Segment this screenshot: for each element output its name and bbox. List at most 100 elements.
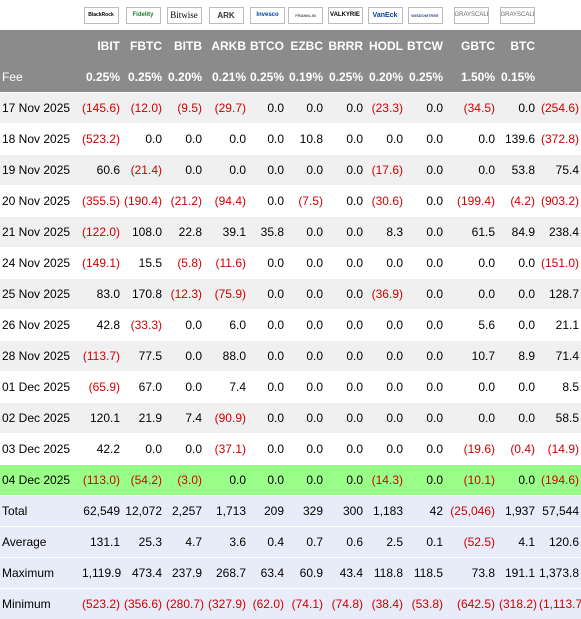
flow-cell: 6.0 (204, 310, 248, 341)
flow-cell: 0.0 (286, 248, 325, 279)
summary-cell: 3.6 (204, 527, 248, 558)
flow-cell: 0.0 (325, 186, 365, 217)
summary-cell: 268.7 (204, 558, 248, 589)
flow-cell: 0.0 (164, 372, 204, 403)
total-column-header: Total (537, 0, 581, 30)
flow-cell: 60.6 (80, 155, 122, 186)
flow-cell: 0.0 (405, 186, 445, 217)
flow-cell: 0.0 (286, 310, 325, 341)
flow-cell: (0.4) (497, 434, 537, 465)
flow-cell: 170.8 (122, 279, 164, 310)
row-total: (151.0) (537, 248, 581, 279)
flow-cell: 0.0 (405, 155, 445, 186)
flow-cell: 0.0 (122, 434, 164, 465)
flow-cell: 0.0 (248, 93, 286, 124)
summary-label: Total (0, 496, 80, 527)
flow-cell: (21.2) (164, 186, 204, 217)
flow-cell: 0.0 (248, 124, 286, 155)
summary-cell: 300 (325, 496, 365, 527)
flow-cell: 10.7 (445, 341, 497, 372)
summary-cell: 237.9 (164, 558, 204, 589)
flow-cell: 0.0 (248, 279, 286, 310)
summary-cell: 1,119.9 (80, 558, 122, 589)
flow-cell: 0.0 (365, 341, 405, 372)
summary-label: Minimum (0, 589, 80, 619)
flow-cell: 0.0 (405, 93, 445, 124)
summary-cell: 0.1 (405, 527, 445, 558)
issuer-logo-cell: WISDOMTREE (405, 0, 445, 30)
corner-cell (0, 30, 80, 61)
flow-cell: (33.3) (122, 310, 164, 341)
row-date: 19 Nov 2025 (0, 155, 80, 186)
flow-cell: 0.0 (405, 465, 445, 496)
flow-cell: (75.9) (204, 279, 248, 310)
ticker-header: GBTC (445, 30, 497, 61)
flow-cell: 22.8 (164, 217, 204, 248)
row-date: 24 Nov 2025 (0, 248, 80, 279)
row-total: (254.6) (537, 93, 581, 124)
flow-cell: 0.0 (325, 93, 365, 124)
franklin-logo-icon: FRANKLIN (288, 7, 323, 24)
flow-cell: 0.0 (164, 310, 204, 341)
flow-cell: 0.0 (325, 279, 365, 310)
flow-cell: 0.0 (325, 434, 365, 465)
summary-cell: 473.4 (122, 558, 164, 589)
flow-cell: 0.0 (365, 434, 405, 465)
flow-cell: 0.0 (248, 248, 286, 279)
flow-cell: 0.0 (286, 217, 325, 248)
fee-cell: 0.15% (497, 61, 537, 93)
flow-cell: 67.0 (122, 372, 164, 403)
flow-cell: 42.8 (80, 310, 122, 341)
flow-cell: 0.0 (445, 403, 497, 434)
flow-cell: 0.0 (497, 403, 537, 434)
fee-cell: 0.25% (80, 61, 122, 93)
summary-cell: 4.7 (164, 527, 204, 558)
row-date: 03 Dec 2025 (0, 434, 80, 465)
flow-cell: (94.4) (204, 186, 248, 217)
flow-cell: 0.0 (365, 310, 405, 341)
flow-cell: 8.9 (497, 341, 537, 372)
summary-cell: 0.6 (325, 527, 365, 558)
flow-cell: 0.0 (164, 155, 204, 186)
row-total: (194.6) (537, 465, 581, 496)
flow-cell: 0.0 (286, 279, 325, 310)
summary-cell: 43.4 (325, 558, 365, 589)
summary-cell: 209 (248, 496, 286, 527)
summary-row: Minimum(523.2)(356.6)(280.7)(327.9)(62.0… (0, 589, 581, 619)
summary-cell: (327.9) (204, 589, 248, 619)
flow-cell: 0.0 (405, 310, 445, 341)
flow-cell: (90.9) (204, 403, 248, 434)
row-date: 26 Nov 2025 (0, 310, 80, 341)
row-date: 25 Nov 2025 (0, 279, 80, 310)
flow-cell: 0.0 (248, 186, 286, 217)
flow-cell: 0.0 (248, 310, 286, 341)
total-ticker-cell (537, 30, 581, 61)
row-date: 01 Dec 2025 (0, 372, 80, 403)
flow-cell: 0.0 (405, 372, 445, 403)
row-date: 18 Nov 2025 (0, 124, 80, 155)
flow-cell: 0.0 (286, 465, 325, 496)
summary-cell: (318.2) (497, 589, 537, 619)
issuer-logo-cell: GRAYSCALE (497, 0, 537, 30)
blackrock-logo-icon: BlackRock (84, 7, 119, 24)
issuer-logo-cell: Bitwise (164, 0, 204, 30)
fee-cell: 0.19% (286, 61, 325, 93)
fee-cell: 0.21% (204, 61, 248, 93)
summary-cell: (53.8) (405, 589, 445, 619)
flow-cell: 0.0 (445, 248, 497, 279)
summary-cell: 0.4 (248, 527, 286, 558)
summary-total: 57,544 (537, 496, 581, 527)
flow-cell: 0.0 (325, 155, 365, 186)
summary-cell: (74.8) (325, 589, 365, 619)
flow-cell: 0.0 (445, 155, 497, 186)
flow-cell: 0.0 (248, 465, 286, 496)
flow-cell: 0.0 (405, 124, 445, 155)
ticker-header: ARKB (204, 30, 248, 61)
flow-cell: (29.7) (204, 93, 248, 124)
issuer-logo-cell: FRANKLIN (286, 0, 325, 30)
row-total: (372.8) (537, 124, 581, 155)
